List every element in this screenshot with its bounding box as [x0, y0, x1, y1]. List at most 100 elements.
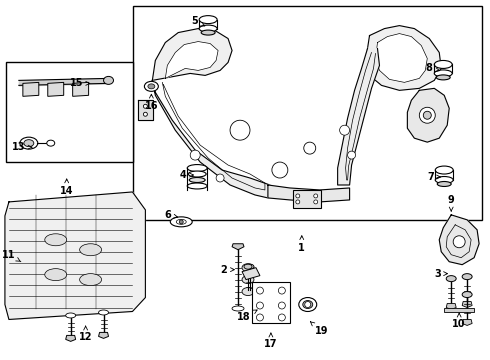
Ellipse shape: [24, 140, 34, 147]
Text: 6: 6: [164, 210, 177, 220]
Ellipse shape: [80, 244, 101, 256]
Circle shape: [296, 200, 300, 204]
Ellipse shape: [145, 81, 158, 91]
Ellipse shape: [437, 181, 451, 186]
Circle shape: [144, 104, 147, 108]
Circle shape: [347, 151, 356, 159]
Polygon shape: [138, 100, 153, 120]
Polygon shape: [232, 244, 244, 250]
Ellipse shape: [187, 165, 207, 171]
Ellipse shape: [189, 177, 205, 183]
Ellipse shape: [462, 274, 472, 280]
Circle shape: [216, 174, 224, 182]
Text: 17: 17: [264, 333, 278, 349]
Circle shape: [304, 142, 316, 154]
Polygon shape: [5, 192, 146, 319]
Ellipse shape: [242, 288, 254, 296]
Polygon shape: [462, 302, 472, 307]
Circle shape: [179, 220, 183, 224]
Polygon shape: [242, 268, 260, 280]
Circle shape: [278, 302, 285, 309]
Ellipse shape: [187, 183, 207, 189]
Circle shape: [230, 120, 250, 140]
Polygon shape: [152, 80, 270, 198]
Ellipse shape: [299, 298, 317, 311]
Text: 18: 18: [237, 310, 257, 323]
Text: 12: 12: [79, 326, 93, 342]
Polygon shape: [165, 41, 218, 78]
Text: 7: 7: [427, 172, 441, 182]
Polygon shape: [268, 185, 349, 202]
Text: 2: 2: [220, 265, 234, 275]
Circle shape: [278, 314, 285, 321]
Circle shape: [144, 112, 147, 116]
Polygon shape: [446, 303, 456, 310]
Text: 8: 8: [426, 63, 440, 73]
Polygon shape: [365, 26, 441, 90]
Text: 10: 10: [452, 313, 466, 329]
Bar: [252, 282, 290, 323]
Polygon shape: [462, 319, 472, 325]
Ellipse shape: [80, 274, 101, 285]
Circle shape: [423, 111, 431, 119]
Ellipse shape: [98, 310, 108, 315]
Ellipse shape: [199, 25, 217, 32]
Circle shape: [453, 236, 465, 248]
Text: 9: 9: [448, 195, 455, 211]
Circle shape: [314, 200, 318, 204]
Polygon shape: [375, 33, 427, 82]
Ellipse shape: [199, 15, 217, 24]
Circle shape: [256, 287, 264, 294]
Polygon shape: [439, 215, 479, 265]
Ellipse shape: [244, 264, 252, 269]
Polygon shape: [338, 49, 379, 185]
Text: 14: 14: [60, 179, 74, 196]
Ellipse shape: [66, 313, 75, 318]
Ellipse shape: [188, 171, 206, 177]
Ellipse shape: [462, 292, 472, 298]
Polygon shape: [152, 28, 232, 80]
Text: 11: 11: [2, 250, 21, 262]
Text: 3: 3: [434, 269, 447, 279]
Bar: [444, 307, 474, 312]
Ellipse shape: [434, 70, 452, 77]
Circle shape: [314, 194, 318, 198]
Ellipse shape: [20, 137, 38, 149]
Circle shape: [256, 314, 264, 321]
Circle shape: [296, 194, 300, 198]
Ellipse shape: [45, 269, 67, 280]
Ellipse shape: [434, 60, 452, 68]
Bar: [133, 6, 482, 220]
Ellipse shape: [176, 219, 186, 224]
Bar: [293, 190, 321, 208]
Ellipse shape: [246, 264, 254, 269]
Polygon shape: [48, 82, 64, 96]
Ellipse shape: [148, 84, 155, 89]
Text: 13: 13: [12, 142, 32, 152]
Ellipse shape: [446, 276, 456, 282]
Polygon shape: [73, 82, 89, 96]
Ellipse shape: [242, 264, 254, 272]
Text: 15: 15: [70, 78, 90, 88]
Polygon shape: [407, 88, 449, 142]
Ellipse shape: [242, 276, 254, 284]
Circle shape: [419, 107, 435, 123]
Bar: [6, 62, 133, 162]
Circle shape: [278, 287, 285, 294]
Text: 4: 4: [180, 170, 194, 180]
Polygon shape: [66, 336, 75, 341]
Ellipse shape: [47, 140, 55, 146]
Text: 19: 19: [310, 322, 328, 336]
Ellipse shape: [232, 306, 244, 311]
Circle shape: [340, 125, 349, 135]
Ellipse shape: [303, 301, 313, 309]
Ellipse shape: [435, 166, 453, 174]
Circle shape: [190, 150, 200, 160]
Ellipse shape: [45, 234, 67, 246]
Circle shape: [272, 162, 288, 178]
Circle shape: [256, 302, 264, 309]
Text: 5: 5: [191, 15, 205, 26]
Ellipse shape: [201, 30, 215, 35]
Ellipse shape: [103, 76, 114, 84]
Text: 16: 16: [145, 94, 158, 111]
